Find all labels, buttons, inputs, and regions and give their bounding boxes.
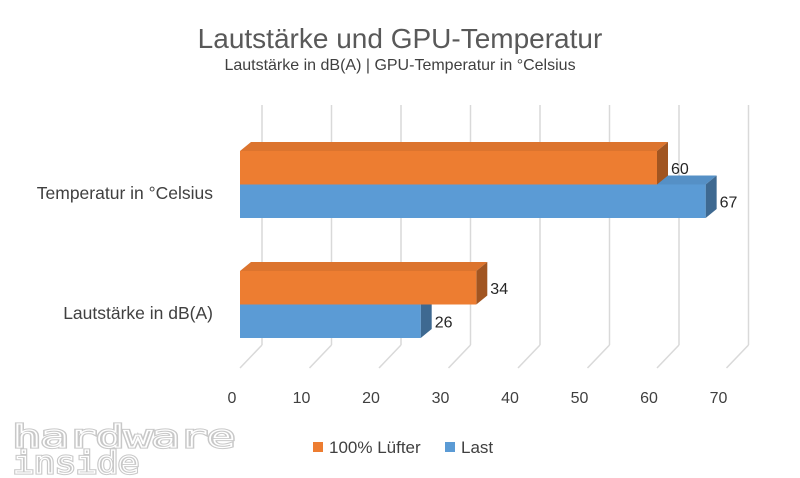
floor-gridline — [239, 344, 263, 369]
watermark-line2-inner: inside — [13, 446, 139, 478]
bar-side-face — [476, 262, 488, 305]
floor-gridline — [586, 344, 611, 369]
legend-label: Last — [461, 438, 493, 457]
x-tick-label: 50 — [571, 390, 589, 407]
watermark-line2-outline: inside — [13, 446, 139, 478]
chart-title: Lautstärke und GPU-Temperatur — [198, 23, 603, 54]
bar — [240, 184, 706, 218]
x-tick-label: 20 — [362, 390, 380, 407]
watermark-line1-inner: hardware — [13, 420, 235, 455]
floor-gridline — [378, 344, 402, 369]
x-tick-label: 10 — [293, 390, 311, 407]
legend-item: 100% Lüfter — [313, 438, 421, 457]
x-tick-label: 60 — [640, 390, 658, 407]
plot-bars — [240, 142, 717, 338]
legend-swatch-icon — [445, 442, 455, 452]
data-label: 67 — [720, 194, 738, 211]
bar-side-face — [705, 175, 717, 218]
data-label: 34 — [490, 281, 508, 298]
floor-gridline — [308, 344, 333, 369]
bar-side-face — [657, 142, 668, 185]
x-tick-label: 40 — [501, 390, 519, 407]
x-tick-label: 70 — [710, 390, 728, 407]
x-tick-label: 0 — [228, 390, 237, 407]
category-label: Lautstärke in dB(A) — [63, 303, 213, 323]
watermark-logo: hardware hardware inside inside — [11, 418, 236, 478]
bar-group — [240, 142, 668, 185]
watermark-line1-outline: hardware — [13, 420, 235, 455]
data-label: 26 — [435, 314, 453, 331]
legend-swatch-icon — [313, 442, 323, 452]
bar — [240, 304, 421, 338]
bar — [240, 151, 657, 185]
floor-gridline — [725, 344, 750, 369]
legend-item: Last — [445, 438, 493, 457]
bar-side-face — [420, 295, 432, 338]
floor-gridline — [517, 344, 541, 369]
floor-gridline — [656, 344, 680, 369]
category-label: Temperatur in °Celsius — [37, 183, 213, 203]
plot-labels: 0 10 20 30 40 50 60 70 Temperatur in °Celsius 67 6… — [37, 161, 738, 407]
data-label: 60 — [671, 161, 689, 178]
bar-group — [240, 262, 488, 305]
floor-gridline — [447, 344, 472, 369]
bar — [240, 271, 477, 305]
legend-label: 100% Lüfter — [329, 438, 421, 457]
bar-top-face — [240, 262, 488, 271]
chart-subtitle: Lautstärke in dB(A) | GPU-Temperatur in … — [224, 57, 575, 74]
legend: 100% Lüfter Last — [313, 438, 493, 457]
bar-top-face — [240, 142, 668, 151]
x-tick-label: 30 — [432, 390, 450, 407]
